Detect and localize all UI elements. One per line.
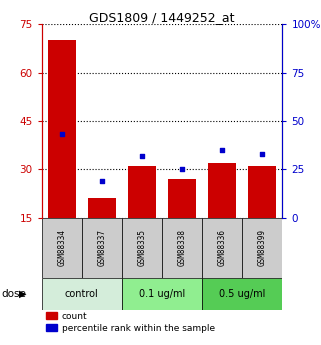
Bar <box>168 179 196 218</box>
Text: control: control <box>65 289 99 299</box>
Bar <box>42 218 82 278</box>
Point <box>140 153 145 158</box>
Bar <box>208 163 236 218</box>
Point <box>260 151 265 157</box>
Point <box>220 147 225 153</box>
Bar <box>122 218 162 278</box>
Bar <box>128 166 156 218</box>
Bar <box>202 278 282 310</box>
Point <box>59 132 64 137</box>
Bar <box>122 278 202 310</box>
Text: GSM88338: GSM88338 <box>178 229 187 266</box>
Bar <box>162 218 202 278</box>
Bar <box>202 218 242 278</box>
Text: GSM88334: GSM88334 <box>57 229 66 266</box>
Bar <box>242 218 282 278</box>
Text: GSM88337: GSM88337 <box>97 229 107 266</box>
Text: GSM88336: GSM88336 <box>218 229 227 266</box>
Bar <box>48 40 76 218</box>
Text: ▶: ▶ <box>19 289 26 299</box>
Bar <box>88 198 116 218</box>
Text: 0.1 ug/ml: 0.1 ug/ml <box>139 289 185 299</box>
Bar <box>42 278 122 310</box>
Point <box>180 167 185 172</box>
Text: dose: dose <box>2 289 26 299</box>
Text: GSM88399: GSM88399 <box>258 229 267 266</box>
Point <box>100 178 105 184</box>
Bar <box>82 218 122 278</box>
Legend: count, percentile rank within the sample: count, percentile rank within the sample <box>46 312 215 333</box>
Text: 0.5 ug/ml: 0.5 ug/ml <box>219 289 265 299</box>
Bar <box>248 166 276 218</box>
Title: GDS1809 / 1449252_at: GDS1809 / 1449252_at <box>89 11 235 24</box>
Text: GSM88335: GSM88335 <box>137 229 147 266</box>
